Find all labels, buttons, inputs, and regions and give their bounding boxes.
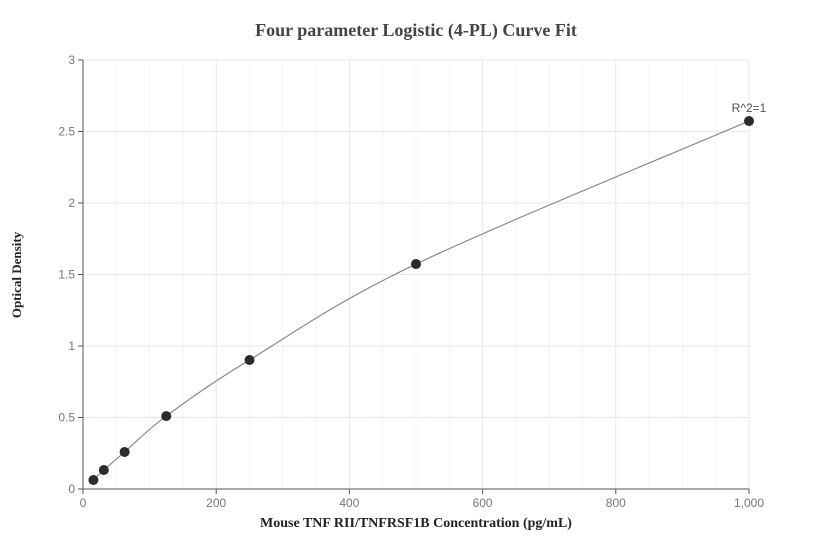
data-point[interactable] [88, 474, 99, 485]
annotation: R^2=1 [732, 101, 767, 115]
data-point[interactable] [244, 355, 255, 366]
axes: 0 200 400 600 800 1,000 0 0.5 1 1.5 2 2.5 3 [58, 53, 764, 510]
x-tick-label: 600 [473, 496, 493, 510]
y-tick-label: 0.5 [58, 411, 75, 425]
y-tick-label: 3 [68, 53, 75, 67]
data-point[interactable] [98, 464, 109, 475]
x-tick-label: 200 [206, 496, 226, 510]
fit-curve [89, 120, 750, 484]
major-gridlines [83, 59, 750, 489]
data-points [88, 116, 754, 485]
data-point[interactable] [744, 116, 754, 127]
y-tick-label: 2 [68, 196, 75, 210]
data-point[interactable] [119, 446, 130, 457]
chart-title: Four parameter Logistic (4-PL) Curve Fit [255, 20, 577, 40]
y-tick-label: 1.5 [58, 268, 75, 282]
data-point[interactable] [161, 411, 172, 422]
y-tick-label: 1 [68, 339, 75, 353]
x-tick-label: 1,000 [734, 496, 764, 510]
y-tick-label: 2.5 [58, 125, 75, 139]
x-axis-label: Mouse TNF RII/TNFRSF1B Concentration (pg… [260, 516, 572, 531]
x-tick-label: 800 [606, 496, 626, 510]
y-tick-label: 0 [68, 482, 75, 496]
data-point[interactable] [411, 259, 421, 270]
x-tick-label: 400 [339, 496, 359, 510]
x-tick-label: 0 [80, 496, 87, 510]
r-squared-annotation: R^2=1 [732, 101, 767, 115]
